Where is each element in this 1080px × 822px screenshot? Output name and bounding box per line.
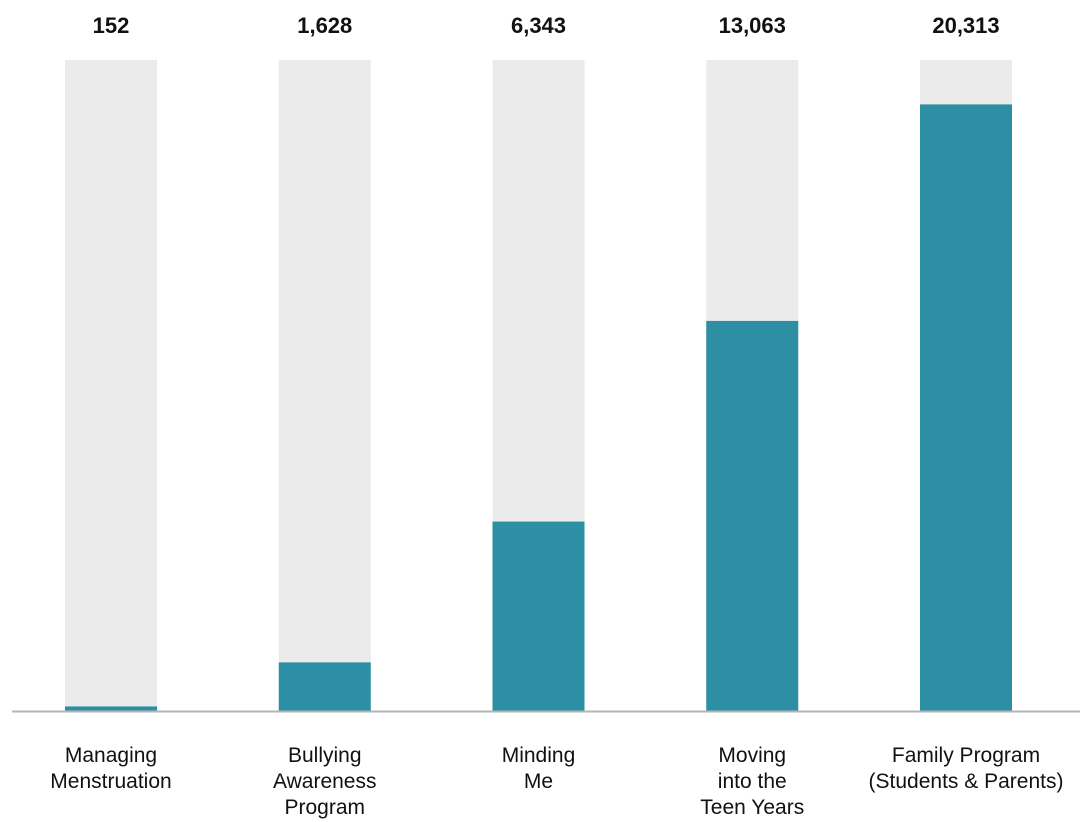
category-label: Family Program (Students & Parents) <box>869 744 1064 793</box>
bar-value-label: 152 <box>93 13 130 38</box>
bar <box>65 706 157 711</box>
bar-track <box>65 60 157 711</box>
bar-value-label: 13,063 <box>719 13 786 38</box>
bar <box>706 320 799 711</box>
category-label: Minding Me <box>502 744 576 793</box>
category-label-line: Menstruation <box>50 770 171 793</box>
category-label: Managing Menstruation <box>50 744 171 793</box>
bar-value-label: 20,313 <box>932 13 999 38</box>
bar-track <box>278 60 371 711</box>
category-label-line: Teen Years <box>700 796 804 819</box>
bar-value-label: 1,628 <box>297 13 352 38</box>
bar <box>492 521 585 711</box>
category-label-line: Family Program <box>892 744 1040 767</box>
category-label-line: Moving <box>718 744 786 767</box>
category-label-line: Minding <box>502 744 576 767</box>
category-label-line: (Students & Parents) <box>869 770 1064 793</box>
value-labels: 152 1,628 6,343 13,063 20,313 <box>93 13 1000 38</box>
bar <box>278 662 371 711</box>
category-label-line: Awareness <box>273 770 377 793</box>
category-labels: Managing Menstruation Bullying Awareness Pro… <box>50 744 1063 819</box>
bar <box>920 104 1012 711</box>
category-label: Bullying Awareness Program <box>273 744 377 819</box>
category-label: Moving into the Teen Years <box>700 744 804 819</box>
category-label-line: Me <box>524 770 553 793</box>
category-label-line: into the <box>718 770 787 793</box>
bars <box>65 104 1012 711</box>
bar-value-label: 6,343 <box>511 13 566 38</box>
category-label-line: Bullying <box>288 744 362 767</box>
category-label-line: Managing <box>65 744 157 767</box>
category-label-line: Program <box>284 796 365 819</box>
